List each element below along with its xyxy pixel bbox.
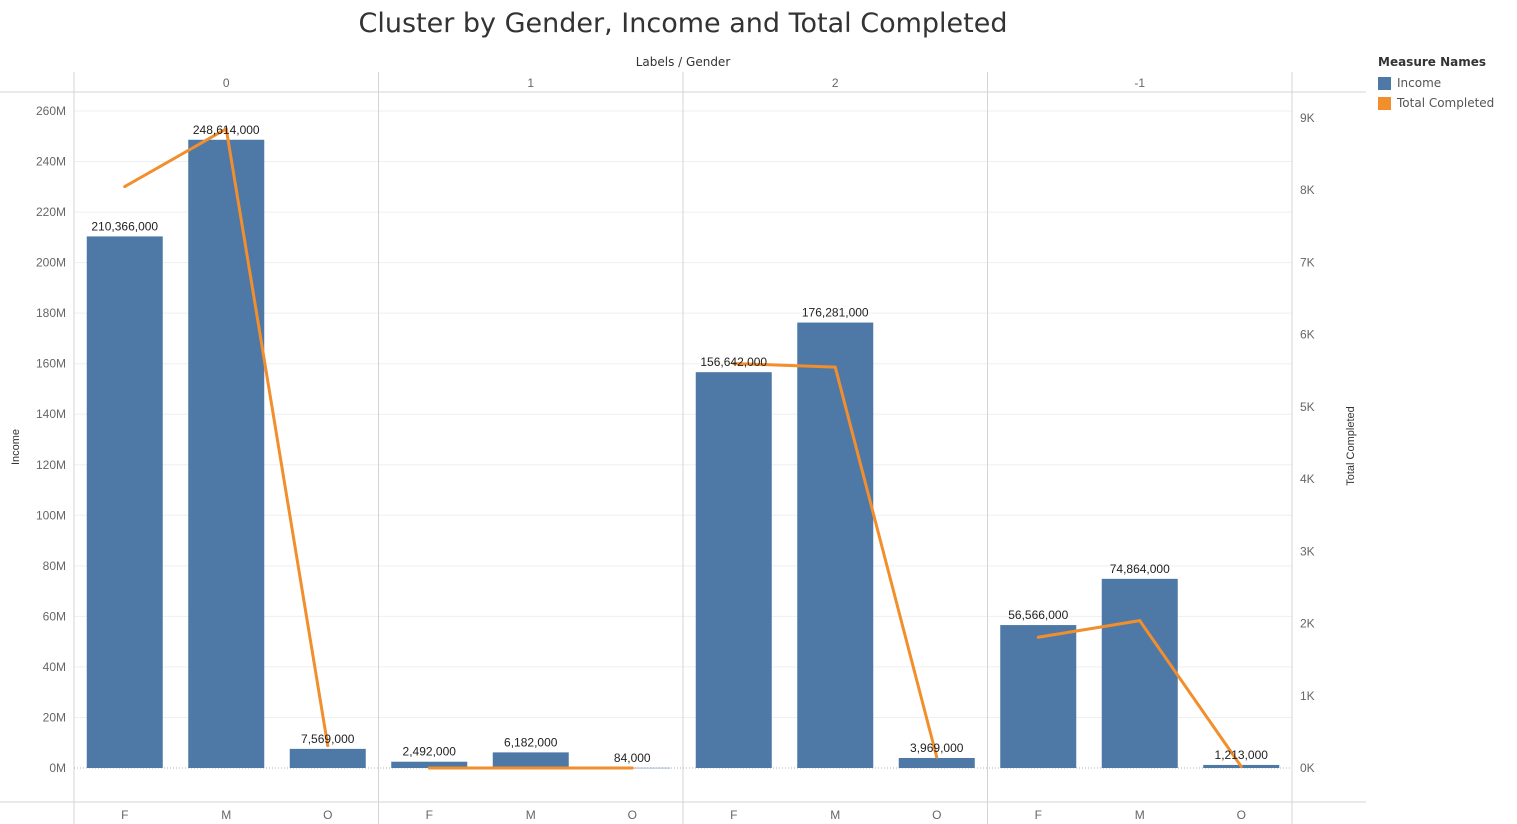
point-total-completed-2-F <box>732 362 736 366</box>
legend-swatch-income <box>1378 76 1391 90</box>
bar-label-1-F: 2,492,000 <box>403 745 457 759</box>
point-total-completed--1-M <box>1138 619 1142 623</box>
y-tick-label-12: 240M <box>36 155 66 169</box>
y-axis-title: Income <box>10 429 22 465</box>
y-tick-label-11: 220M <box>36 205 66 219</box>
x-tick-label-0-F: F <box>121 808 128 822</box>
x-tick-label-2-M: M <box>830 808 840 822</box>
y-tick-label-5: 100M <box>36 508 66 522</box>
point-total-completed--1-F <box>1036 635 1040 639</box>
point-total-completed-2-M <box>833 365 837 369</box>
point-total-completed-1-M <box>529 766 533 770</box>
bar-label--1-F: 56,566,000 <box>1008 608 1068 622</box>
y-tick-label-4: 80M <box>43 559 66 573</box>
y-tick-label-0: 0M <box>49 761 66 775</box>
group-header-2: 2 <box>832 76 839 90</box>
legend-item-total-completed[interactable]: Total Completed <box>1378 93 1494 113</box>
y2-tick-label-5: 5K <box>1300 400 1315 414</box>
x-tick-label--1-F: F <box>1035 808 1042 822</box>
legend-label-total-completed: Total Completed <box>1397 96 1495 110</box>
y2-tick-label-4: 4K <box>1300 472 1315 486</box>
group-header-0: 0 <box>223 76 230 90</box>
x-tick-label-2-F: F <box>730 808 737 822</box>
y-tick-label-10: 200M <box>36 256 66 270</box>
bar-label--1-O: 1,213,000 <box>1215 748 1269 762</box>
x-tick-label-0-O: O <box>323 808 332 822</box>
x-tick-label--1-M: M <box>1135 808 1145 822</box>
point-total-completed-1-O <box>630 766 634 770</box>
bar-label-1-O: 84,000 <box>614 751 651 765</box>
bar-label-2-M: 176,281,000 <box>802 306 869 320</box>
bar-0-O <box>289 748 366 768</box>
bar-2-O <box>898 757 975 768</box>
bar-label-0-M: 248,614,000 <box>193 123 260 137</box>
x-tick-label-1-M: M <box>526 808 536 822</box>
bar-2-F <box>695 372 772 768</box>
y2-axis-title: Total Completed <box>1345 406 1357 486</box>
column-header-title: Labels / Gender <box>636 55 731 69</box>
y2-tick-label-3: 3K <box>1300 544 1315 558</box>
x-tick-label-0-M: M <box>221 808 231 822</box>
point-total-completed-0-F <box>123 185 127 189</box>
group-header-1: 1 <box>527 76 534 90</box>
y-tick-label-8: 160M <box>36 357 66 371</box>
chart-canvas: Labels / Gender 0 1 2 -1 0M 20M 40M 60M 80M 100M 12… <box>0 55 1366 824</box>
y-tick-label-9: 180M <box>36 306 66 320</box>
bar-1-F <box>391 761 468 768</box>
bar-label--1-M: 74,864,000 <box>1110 562 1170 576</box>
bar-label-0-F: 210,366,000 <box>91 219 158 233</box>
y-tick-label-2: 40M <box>43 660 66 674</box>
y-tick-label-13: 260M <box>36 104 66 118</box>
y2-tick-label-8: 8K <box>1300 183 1315 197</box>
y-tick-label-3: 60M <box>43 609 66 623</box>
x-tick-label-1-F: F <box>426 808 433 822</box>
point-total-completed-2-O <box>935 755 939 759</box>
legend-label-income: Income <box>1397 76 1442 90</box>
legend-item-income[interactable]: Income <box>1378 73 1494 93</box>
bar-1-M <box>492 752 569 768</box>
bar-0-M <box>188 139 265 768</box>
x-tick-label--1-O: O <box>1237 808 1246 822</box>
legend-swatch-total-completed <box>1378 96 1391 110</box>
y2-tick-label-2: 2K <box>1300 617 1315 631</box>
legend-title: Measure Names <box>1378 55 1487 69</box>
x-tick-label-1-O: O <box>628 808 637 822</box>
point-total-completed--1-O <box>1239 765 1243 769</box>
bar--1-F <box>1000 625 1077 768</box>
bar-label-2-O: 3,969,000 <box>910 741 964 755</box>
bar-2-M <box>797 322 874 768</box>
y-tick-label-7: 140M <box>36 407 66 421</box>
y-tick-label-1: 20M <box>43 710 66 724</box>
y2-tick-label-0: 0K <box>1300 761 1315 775</box>
point-total-completed-1-F <box>427 766 431 770</box>
chart-title: Cluster by Gender, Income and Total Comp… <box>358 8 1008 39</box>
point-total-completed-0-M <box>224 127 228 131</box>
y2-tick-label-7: 7K <box>1300 255 1315 269</box>
bar-label-0-O: 7,569,000 <box>301 732 355 746</box>
y2-tick-label-6: 6K <box>1300 328 1315 342</box>
bar-0-F <box>86 236 163 769</box>
y2-tick-label-9: 9K <box>1300 111 1315 125</box>
point-total-completed-0-O <box>326 744 330 748</box>
x-tick-label-2-O: O <box>932 808 941 822</box>
bar-label-2-F: 156,642,000 <box>700 355 767 369</box>
group-header-3: -1 <box>1134 76 1145 90</box>
y2-tick-label-1: 1K <box>1300 689 1315 703</box>
bar--1-M <box>1101 578 1178 768</box>
y-tick-label-6: 120M <box>36 458 66 472</box>
legend: Measure Names Income Total Completed <box>1378 55 1494 113</box>
bar-label-1-M: 6,182,000 <box>504 735 558 749</box>
